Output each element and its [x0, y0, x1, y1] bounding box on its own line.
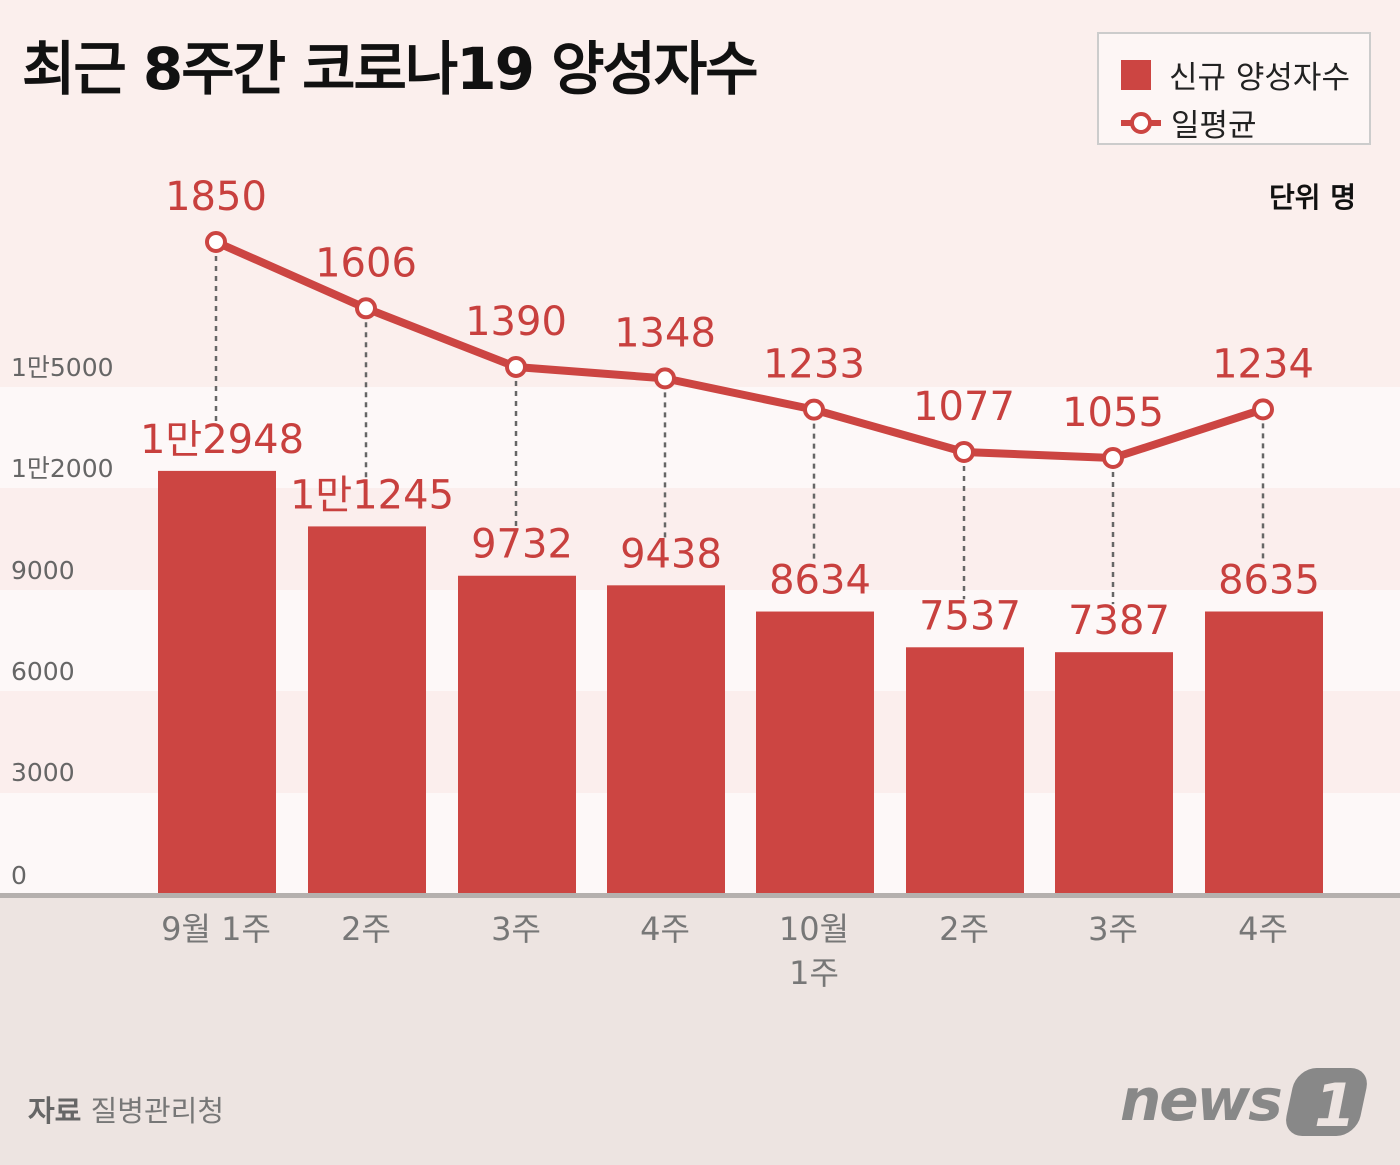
line-point [1102, 447, 1124, 470]
line-value-label: 1850 [165, 174, 267, 220]
bar [458, 575, 576, 893]
y-tick-label: 0 [11, 861, 27, 890]
legend-label: 신규 양성자수 [1169, 60, 1350, 96]
svg-text:news: news [1120, 1066, 1281, 1134]
legend-item-line: 일평균 [1121, 100, 1257, 145]
x-tick-label: 2주 [939, 910, 989, 948]
bar [1205, 611, 1323, 893]
x-tick-label: 2주 [341, 910, 391, 948]
source-label: 자료 [28, 1094, 82, 1128]
bar-value-label: 8634 [769, 558, 871, 604]
x-tick-label: 3주 [491, 910, 541, 948]
line-point [355, 297, 377, 320]
line-value-label: 1348 [614, 310, 716, 356]
bar-swatch-icon [1121, 59, 1151, 90]
news1-logo: news 1 [1120, 1066, 1367, 1141]
line-value-label: 1055 [1062, 390, 1164, 436]
x-tick-label: 10월 [779, 910, 849, 948]
line-point [1252, 398, 1274, 421]
line-point [803, 398, 825, 421]
line-value-label: 1233 [763, 342, 865, 388]
bar-value-label: 9732 [471, 522, 573, 568]
y-tick-label: 9000 [11, 556, 75, 585]
svg-text:1: 1 [1314, 1071, 1356, 1141]
line-value-label: 1234 [1212, 341, 1314, 387]
bar-value-label: 9438 [620, 531, 722, 577]
footer-band [0, 893, 1400, 1165]
line-value-label: 1390 [465, 299, 567, 345]
line-value-label: 1077 [913, 384, 1015, 430]
x-tick-label: 4주 [1238, 910, 1288, 948]
y-tick-label: 1만5000 [11, 353, 114, 382]
line-value-label: 1606 [315, 240, 417, 286]
y-tick-label: 3000 [11, 758, 75, 787]
bar-value-label: 8635 [1218, 557, 1320, 603]
y-tick-label: 1만2000 [11, 454, 114, 483]
bar [158, 470, 276, 893]
bar-value-label: 1만1245 [290, 472, 454, 518]
bar-value-label: 7387 [1068, 598, 1170, 644]
line-point [654, 367, 676, 390]
bar [906, 647, 1024, 893]
line-marker-icon [1121, 111, 1161, 134]
line-point [953, 441, 975, 464]
source: 자료 질병관리청 [28, 1088, 224, 1130]
x-tick-label: 9월 1주 [161, 910, 271, 948]
legend-item-bar: 신규 양성자수 [1121, 52, 1350, 97]
source-name: 질병관리청 [90, 1094, 224, 1128]
bar-value-label: 7537 [919, 593, 1021, 639]
bar [1055, 652, 1173, 893]
line-point [205, 231, 227, 253]
x-tick-label: 3주 [1088, 910, 1138, 948]
legend-label: 일평균 [1171, 108, 1257, 144]
x-tick-label: 1주 [789, 954, 839, 992]
bar [756, 611, 874, 893]
bar [308, 526, 426, 893]
x-axis-line [0, 893, 1400, 898]
legend: 신규 양성자수 일평균 [1097, 32, 1371, 145]
x-tick-label: 4주 [640, 910, 690, 948]
y-tick-label: 6000 [11, 657, 75, 686]
average-line [214, 238, 1265, 463]
bar [607, 585, 725, 893]
chart-title: 최근 8주간 코로나19 양성자수 [22, 35, 759, 103]
unit-label: 단위 명 [1268, 181, 1356, 214]
line-point [505, 355, 527, 378]
bar-value-label: 1만2948 [140, 417, 304, 463]
